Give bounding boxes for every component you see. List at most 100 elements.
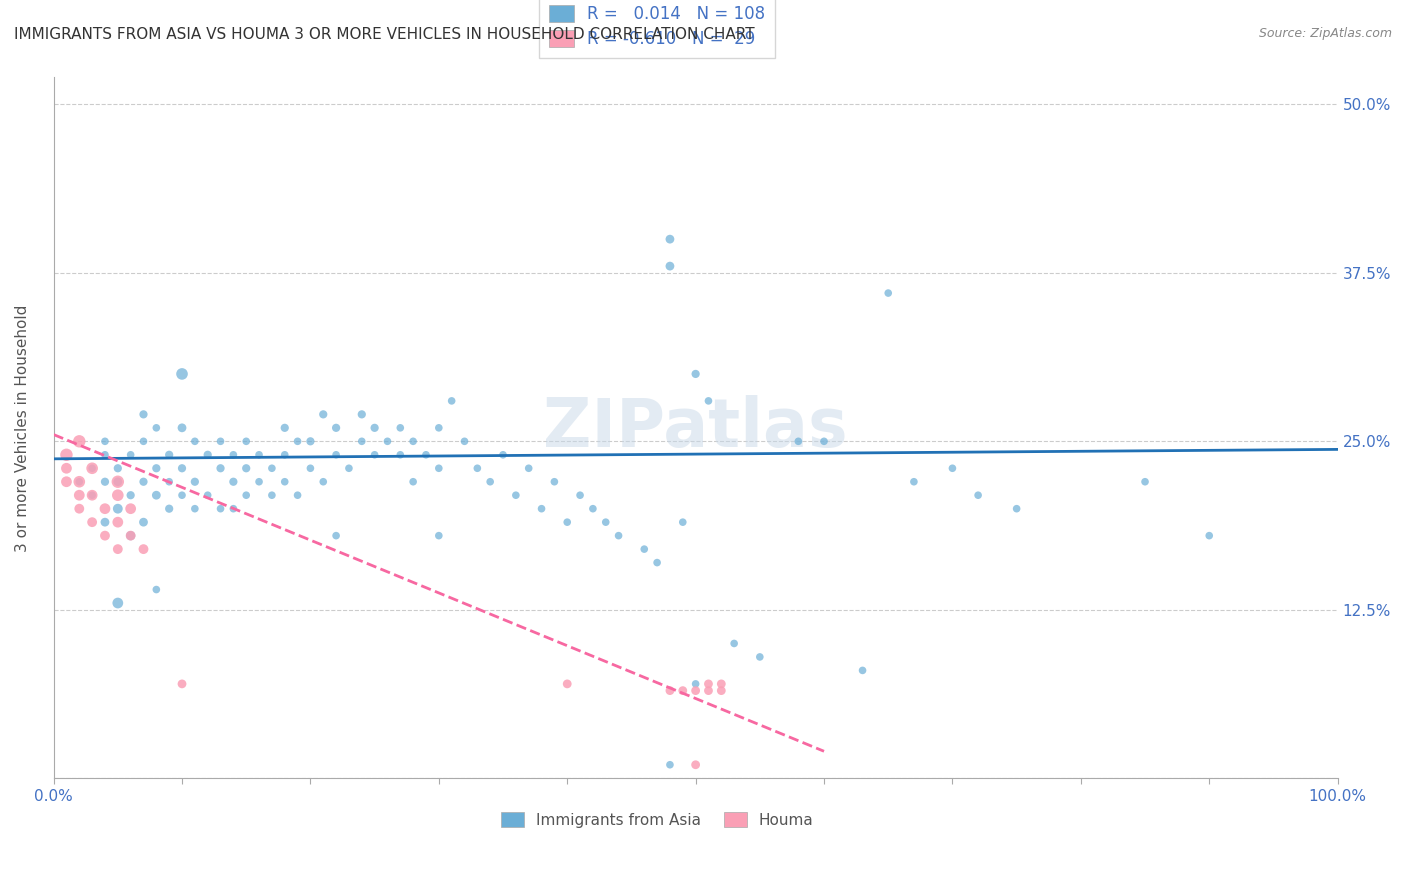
Point	[132, 515, 155, 529]
Point	[685, 677, 707, 691]
Text: IMMIGRANTS FROM ASIA VS HOUMA 3 OR MORE VEHICLES IN HOUSEHOLD CORRELATION CHART: IMMIGRANTS FROM ASIA VS HOUMA 3 OR MORE …	[14, 27, 755, 42]
Point	[197, 488, 219, 502]
Point	[299, 461, 322, 475]
Point	[1198, 528, 1220, 542]
Point	[94, 475, 117, 489]
Legend: Immigrants from Asia, Houma: Immigrants from Asia, Houma	[495, 805, 820, 834]
Point	[1133, 475, 1156, 489]
Point	[222, 501, 245, 516]
Point	[55, 448, 77, 462]
Point	[184, 475, 207, 489]
Text: ZIPatlas: ZIPatlas	[543, 395, 848, 461]
Point	[427, 421, 450, 435]
Point	[877, 286, 900, 301]
Point	[685, 367, 707, 381]
Point	[569, 488, 592, 502]
Point	[145, 461, 167, 475]
Point	[145, 421, 167, 435]
Point	[132, 434, 155, 449]
Point	[415, 448, 437, 462]
Point	[530, 501, 553, 516]
Point	[184, 501, 207, 516]
Point	[120, 528, 142, 542]
Text: Source: ZipAtlas.com: Source: ZipAtlas.com	[1258, 27, 1392, 40]
Point	[260, 461, 283, 475]
Point	[145, 488, 167, 502]
Point	[710, 683, 733, 698]
Point	[658, 683, 681, 698]
Point	[748, 649, 770, 664]
Point	[222, 475, 245, 489]
Point	[132, 408, 155, 422]
Point	[723, 636, 745, 650]
Point	[82, 488, 104, 502]
Point	[813, 434, 835, 449]
Point	[107, 515, 129, 529]
Point	[197, 448, 219, 462]
Point	[402, 475, 425, 489]
Point	[170, 461, 193, 475]
Point	[941, 461, 963, 475]
Point	[672, 515, 695, 529]
Point	[697, 393, 720, 408]
Point	[107, 475, 129, 489]
Point	[170, 421, 193, 435]
Point	[67, 488, 90, 502]
Point	[312, 408, 335, 422]
Point	[247, 475, 270, 489]
Point	[157, 501, 180, 516]
Point	[389, 448, 412, 462]
Point	[120, 448, 142, 462]
Point	[107, 461, 129, 475]
Point	[82, 488, 104, 502]
Point	[209, 461, 232, 475]
Point	[658, 757, 681, 772]
Point	[157, 448, 180, 462]
Point	[427, 461, 450, 475]
Point	[120, 501, 142, 516]
Point	[672, 683, 695, 698]
Point	[467, 461, 489, 475]
Point	[82, 461, 104, 475]
Point	[389, 421, 412, 435]
Point	[325, 528, 347, 542]
Point	[903, 475, 925, 489]
Point	[710, 677, 733, 691]
Point	[107, 475, 129, 489]
Point	[170, 677, 193, 691]
Point	[82, 461, 104, 475]
Point	[170, 367, 193, 381]
Point	[120, 528, 142, 542]
Point	[787, 434, 810, 449]
Point	[107, 542, 129, 557]
Point	[235, 488, 257, 502]
Point	[209, 501, 232, 516]
Point	[350, 434, 373, 449]
Point	[440, 393, 463, 408]
Point	[350, 408, 373, 422]
Point	[453, 434, 475, 449]
Point	[209, 434, 232, 449]
Point	[94, 528, 117, 542]
Point	[685, 757, 707, 772]
Point	[107, 488, 129, 502]
Point	[633, 542, 655, 557]
Point	[658, 232, 681, 246]
Point	[94, 501, 117, 516]
Point	[67, 434, 90, 449]
Point	[67, 501, 90, 516]
Point	[274, 421, 297, 435]
Point	[312, 475, 335, 489]
Point	[505, 488, 527, 502]
Point	[132, 475, 155, 489]
Point	[967, 488, 990, 502]
Point	[94, 434, 117, 449]
Point	[247, 448, 270, 462]
Point	[157, 475, 180, 489]
Point	[543, 475, 565, 489]
Point	[325, 448, 347, 462]
Point	[685, 683, 707, 698]
Point	[94, 448, 117, 462]
Point	[697, 677, 720, 691]
Point	[697, 683, 720, 698]
